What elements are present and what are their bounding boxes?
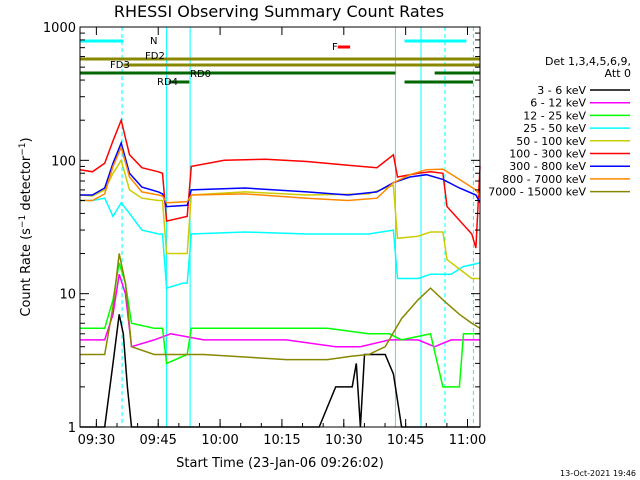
- annotation-fd3_label: FD3: [110, 60, 130, 71]
- y-axis-label-end: ): [19, 137, 34, 142]
- series-line-7: [80, 145, 481, 204]
- y-axis-label-main: Count Rate (s: [19, 228, 34, 317]
- y-tick-label-2: 100: [51, 154, 76, 169]
- legend-label-4: 50 - 100 keV: [516, 135, 586, 148]
- plot-area: N FD2 FD3 RD0 RD4 F: [79, 27, 481, 428]
- series-line-6: [80, 140, 481, 208]
- timestamp: 13-Oct-2021 19:46: [560, 469, 636, 478]
- series-line-8: [80, 253, 481, 361]
- legend-label-5: 100 - 300 keV: [509, 148, 586, 161]
- x-tick-label-3: 10:15: [263, 433, 300, 448]
- y-tick-label-3: 1000: [43, 21, 76, 36]
- series-line-0: [80, 314, 480, 428]
- series-line-3: [80, 197, 481, 290]
- y-axis-label-sup-1: −1: [18, 215, 28, 228]
- annotation-rd_segments_label: RD4: [157, 77, 178, 88]
- annotation-fd2_label: FD2: [145, 51, 165, 62]
- x-axis-label: Start Time (23-Jan-06 09:26:02): [176, 456, 384, 471]
- series-line-5: [79, 117, 481, 249]
- plot-frame: [79, 26, 481, 428]
- annotation-n_label: N: [150, 36, 157, 47]
- legend-header-0: Det 1,3,4,5,6,9,: [545, 55, 631, 68]
- legend-label-1: 6 - 12 keV: [530, 97, 586, 110]
- legend-label-6: 300 - 800 keV: [509, 160, 586, 173]
- y-tick-label-1: 10: [59, 288, 76, 303]
- x-tick-label-6: 11:00: [449, 433, 486, 448]
- x-tick-label-1: 09:45: [139, 433, 176, 448]
- x-tick-label-4: 10:30: [325, 433, 362, 448]
- axes: 09:30 09:45 10:00 10:15 10:30 10:45 11:00 1 10 10…: [43, 21, 486, 448]
- chart-title: RHESSI Observing Summary Count Rates: [114, 2, 444, 21]
- y-axis-label: Count Rate (s−1 detector−1): [18, 137, 34, 316]
- x-tick-label-0: 09:30: [78, 433, 115, 448]
- legend-label-0: 3 - 6 keV: [537, 84, 586, 97]
- series-line-2: [80, 262, 480, 388]
- legend-label-3: 25 - 50 keV: [523, 122, 586, 135]
- series-line-1: [80, 273, 480, 348]
- legend-label-7: 800 - 7000 keV: [502, 173, 586, 186]
- legend-label-8: 7000 - 15000 keV: [488, 186, 586, 199]
- legend-label-2: 12 - 25 keV: [523, 109, 586, 122]
- x-tick-label-2: 10:00: [201, 433, 238, 448]
- annotation-f_label: F: [332, 42, 338, 53]
- y-axis-label-sup-2: −1: [18, 142, 28, 155]
- x-tick-label-5: 10:45: [387, 433, 424, 448]
- legend-header-1: Att 0: [605, 67, 631, 80]
- y-axis-label-mid: detector: [19, 155, 34, 215]
- y-tick-label-0: 1: [68, 421, 76, 436]
- annotation-rd0_label: RD0: [190, 69, 211, 80]
